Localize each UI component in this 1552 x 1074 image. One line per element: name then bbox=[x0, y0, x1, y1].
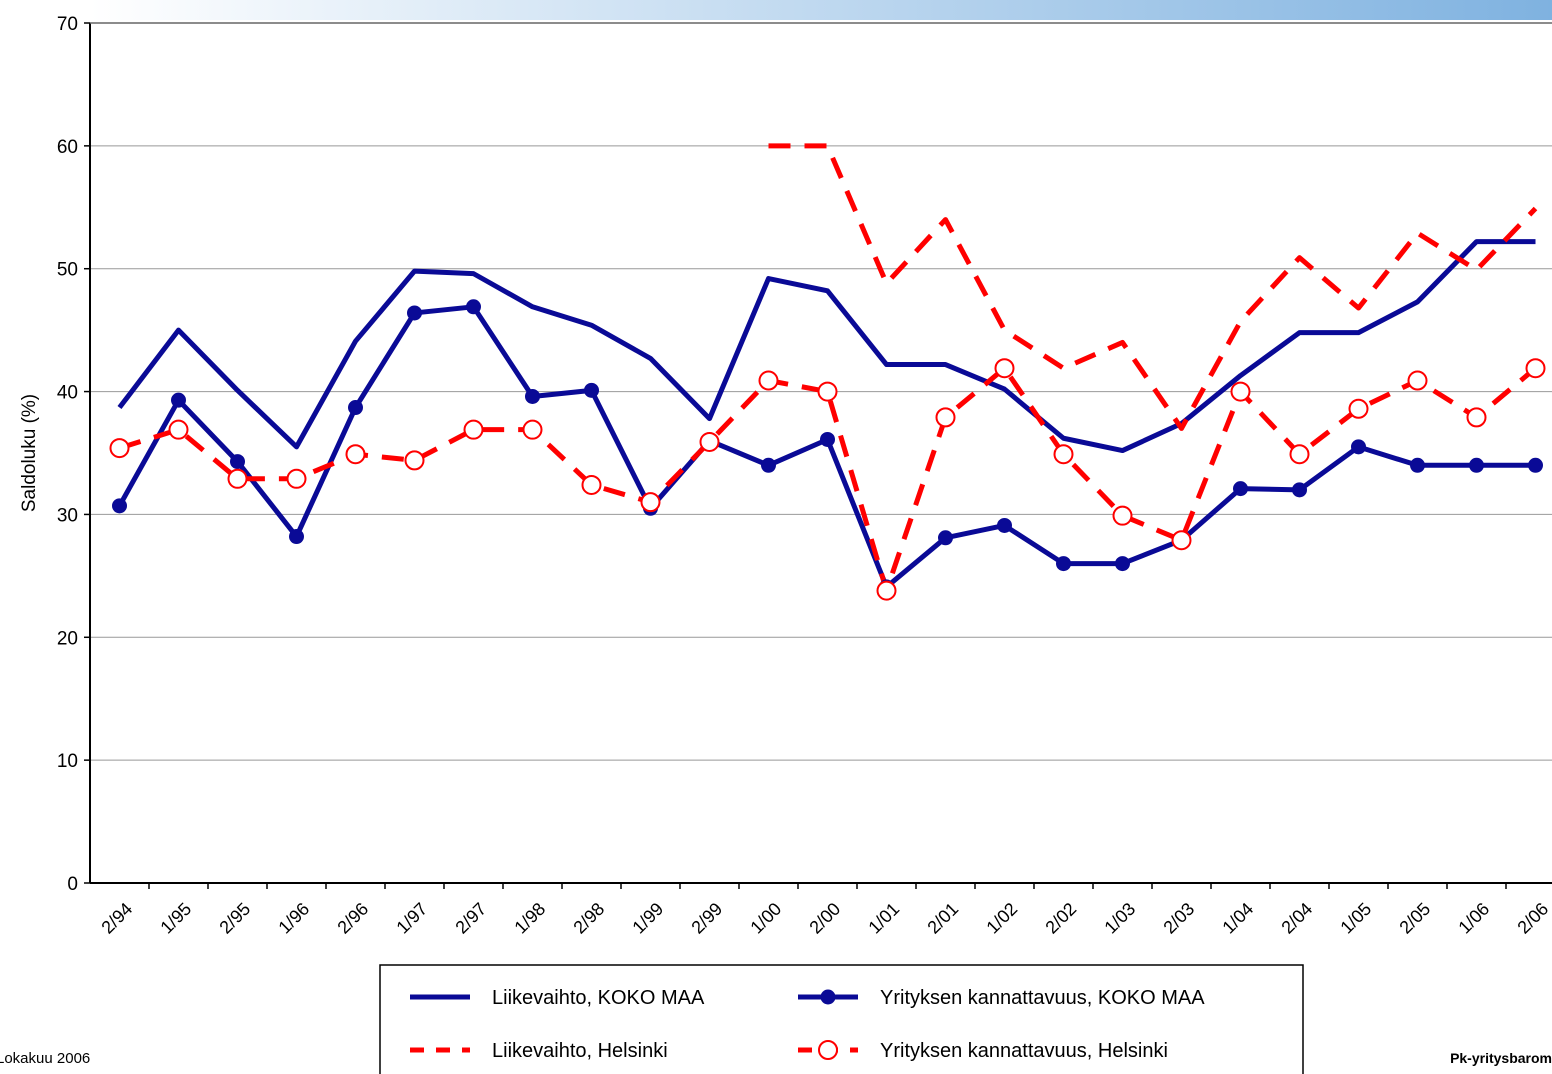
point bbox=[522, 419, 543, 440]
point bbox=[997, 517, 1012, 533]
point bbox=[466, 299, 481, 315]
point bbox=[761, 457, 776, 473]
point bbox=[345, 444, 366, 465]
legend-marker bbox=[820, 989, 836, 1005]
x-tick-label: 2/96 bbox=[333, 899, 372, 938]
legend-label: Liikevaihto, Helsinki bbox=[492, 1040, 668, 1062]
legend bbox=[379, 964, 1304, 1074]
point bbox=[171, 392, 186, 408]
x-tick-label: 1/01 bbox=[864, 899, 903, 938]
point bbox=[820, 431, 835, 447]
point bbox=[699, 431, 720, 452]
x-tick-label: 1/97 bbox=[392, 899, 431, 938]
y-tick-label: 50 bbox=[57, 260, 78, 281]
point bbox=[1410, 457, 1425, 473]
point bbox=[1525, 358, 1546, 379]
y-tick-label: 10 bbox=[57, 751, 78, 772]
point bbox=[994, 358, 1015, 379]
grid: 0 10 20 30 40 50 60 70 2/94 1/95 2/95 1/96 2/96 1/97 2… bbox=[57, 14, 1552, 938]
point bbox=[584, 382, 599, 398]
footer-left: Lokakuu 2006 bbox=[0, 1050, 90, 1067]
point bbox=[1230, 381, 1251, 402]
y-tick-label: 60 bbox=[57, 137, 78, 158]
x-tick-label: 1/95 bbox=[156, 899, 195, 938]
point bbox=[1171, 530, 1192, 551]
x-tick-label: 2/97 bbox=[451, 899, 490, 938]
y-tick-label: 0 bbox=[67, 874, 78, 895]
point bbox=[1053, 444, 1074, 465]
x-tick-label: 1/05 bbox=[1336, 899, 1375, 938]
point bbox=[1056, 556, 1071, 572]
y-tick-label: 30 bbox=[57, 505, 78, 526]
x-tick-label: 2/05 bbox=[1395, 899, 1434, 938]
y-tick-label: 20 bbox=[57, 628, 78, 649]
x-tick-label: 1/03 bbox=[1100, 899, 1139, 938]
x-tick-label: 2/01 bbox=[923, 899, 962, 938]
point bbox=[581, 474, 602, 495]
footer-right: Pk-yritysbarom bbox=[1450, 1050, 1552, 1066]
y-tick-label: 40 bbox=[57, 383, 78, 404]
header-band bbox=[90, 0, 1552, 20]
point bbox=[109, 438, 130, 459]
y-tick-label: 70 bbox=[57, 14, 78, 35]
legend-marker bbox=[818, 1040, 838, 1060]
point bbox=[168, 419, 189, 440]
x-tick-label: 1/98 bbox=[510, 899, 549, 938]
x-tick-label: 2/03 bbox=[1159, 899, 1198, 938]
point bbox=[1528, 457, 1543, 473]
point bbox=[1289, 444, 1310, 465]
point bbox=[640, 492, 661, 513]
point bbox=[817, 381, 838, 402]
point bbox=[1407, 370, 1428, 391]
x-tick-label: 2/06 bbox=[1513, 899, 1552, 938]
plot bbox=[109, 143, 1546, 601]
series-line bbox=[118, 365, 1538, 594]
series-line bbox=[117, 239, 1536, 454]
point bbox=[230, 454, 245, 470]
legend-label: Liikevaihto, KOKO MAA bbox=[492, 987, 705, 1009]
y-axis-label: Saldoluku (%) bbox=[19, 394, 40, 512]
point bbox=[1233, 481, 1248, 497]
point bbox=[935, 407, 956, 428]
point bbox=[1115, 556, 1130, 572]
x-tick-label: 1/00 bbox=[746, 899, 785, 938]
x-tick-label: 2/04 bbox=[1277, 899, 1316, 938]
point bbox=[758, 370, 779, 391]
point bbox=[348, 400, 363, 416]
point bbox=[463, 419, 484, 440]
legend-items: Liikevaihto, KOKO MAA Yrityksen kannattav… bbox=[410, 987, 1205, 1062]
point bbox=[1469, 457, 1484, 473]
x-tick-label: 2/02 bbox=[1041, 899, 1080, 938]
point bbox=[404, 450, 425, 471]
point bbox=[1112, 505, 1133, 526]
point bbox=[112, 498, 127, 514]
point bbox=[525, 388, 540, 404]
point bbox=[227, 468, 248, 489]
x-tick-label: 1/04 bbox=[1218, 899, 1257, 938]
point bbox=[938, 530, 953, 546]
point bbox=[876, 580, 897, 601]
x-tick-label: 2/94 bbox=[97, 899, 136, 938]
x-tick-label: 1/06 bbox=[1454, 899, 1493, 938]
point bbox=[289, 529, 304, 545]
x-tick-label: 1/96 bbox=[274, 899, 313, 938]
x-tick-label: 2/99 bbox=[687, 899, 726, 938]
x-tick-label: 2/98 bbox=[569, 899, 608, 938]
point bbox=[286, 468, 307, 489]
x-tick-label: 2/95 bbox=[215, 899, 254, 938]
series-line bbox=[768, 143, 1538, 431]
point bbox=[1351, 439, 1366, 455]
x-tick-label: 1/02 bbox=[982, 899, 1021, 938]
point bbox=[1292, 482, 1307, 498]
x-tick-label: 2/00 bbox=[805, 899, 844, 938]
point bbox=[1348, 398, 1369, 419]
point bbox=[407, 305, 422, 321]
x-tick-label: 1/99 bbox=[628, 899, 667, 938]
point bbox=[1466, 407, 1487, 428]
legend-label: Yrityksen kannattavuus, KOKO MAA bbox=[880, 987, 1205, 1009]
legend-label: Yrityksen kannattavuus, Helsinki bbox=[880, 1040, 1168, 1062]
